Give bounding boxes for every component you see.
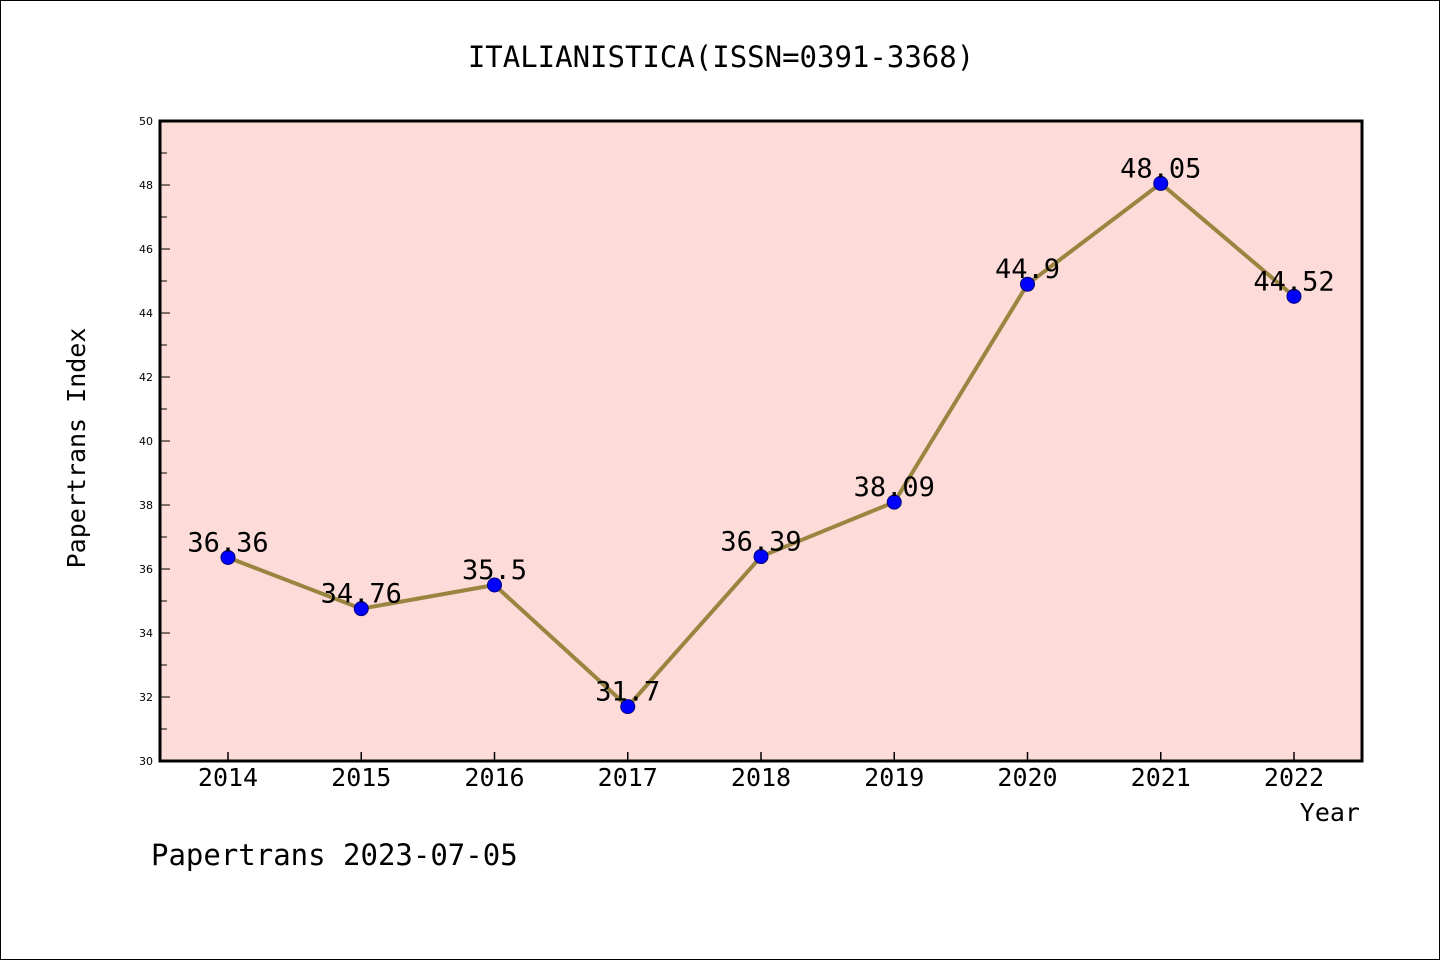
y-tick-label: 46 [139,243,153,256]
y-tick-label: 42 [139,371,153,384]
x-tick-label: 2016 [464,763,524,792]
data-point [1153,175,1169,191]
data-label: 44.52 [1253,266,1334,297]
y-tick-label: 32 [139,691,153,704]
data-point [753,549,769,565]
y-tick-label: 30 [139,755,153,768]
plot-area [158,119,1364,763]
y-tick-label: 36 [139,563,153,576]
data-label: 48.05 [1120,153,1201,184]
data-label: 34.76 [321,579,402,610]
data-label: 35.5 [462,555,527,586]
x-tick-label: 2021 [1131,763,1191,792]
data-point [220,549,236,565]
x-tick-label: 2015 [331,763,391,792]
data-label: 36.39 [720,527,801,558]
data-label: 38.09 [854,472,935,503]
y-tick-label: 50 [139,115,153,128]
x-tick-label: 2019 [864,763,924,792]
chart-title: ITALIANISTICA(ISSN=0391-3368) [468,40,974,74]
y-tick-label: 44 [139,307,153,320]
data-point [886,494,902,510]
y-tick-label: 38 [139,499,153,512]
x-axis-label: Year [1300,798,1360,827]
y-axis-label: Papertrans Index [62,328,91,569]
x-axis: 2014 2015 2016 2017 2018 2019 2020 2021 2022 [198,752,1324,792]
y-tick-label: 48 [139,179,153,192]
x-tick-label: 2014 [198,763,258,792]
data-label: 44.9 [995,254,1060,285]
data-point [353,601,369,617]
x-tick-label: 2017 [598,763,658,792]
data-label: 31.7 [595,677,660,708]
data-point [1286,288,1302,304]
data-point [1020,276,1035,292]
data-points [220,175,1302,715]
x-tick-label: 2020 [997,763,1057,792]
x-tick-label: 2022 [1264,763,1324,792]
data-label: 36.36 [187,527,268,558]
footer-text: Papertrans 2023-07-05 [151,838,518,872]
data-point [487,577,502,593]
y-axis: 30 32 34 36 38 40 42 44 46 48 50 [139,115,170,768]
y-tick-label: 40 [139,435,153,448]
y-tick-label: 34 [139,627,153,640]
data-point [620,699,636,715]
data-labels: 36.36 34.76 35.5 31.7 36.39 38.09 44.9 48.05 44.… [187,153,1334,707]
x-tick-label: 2018 [731,763,791,792]
